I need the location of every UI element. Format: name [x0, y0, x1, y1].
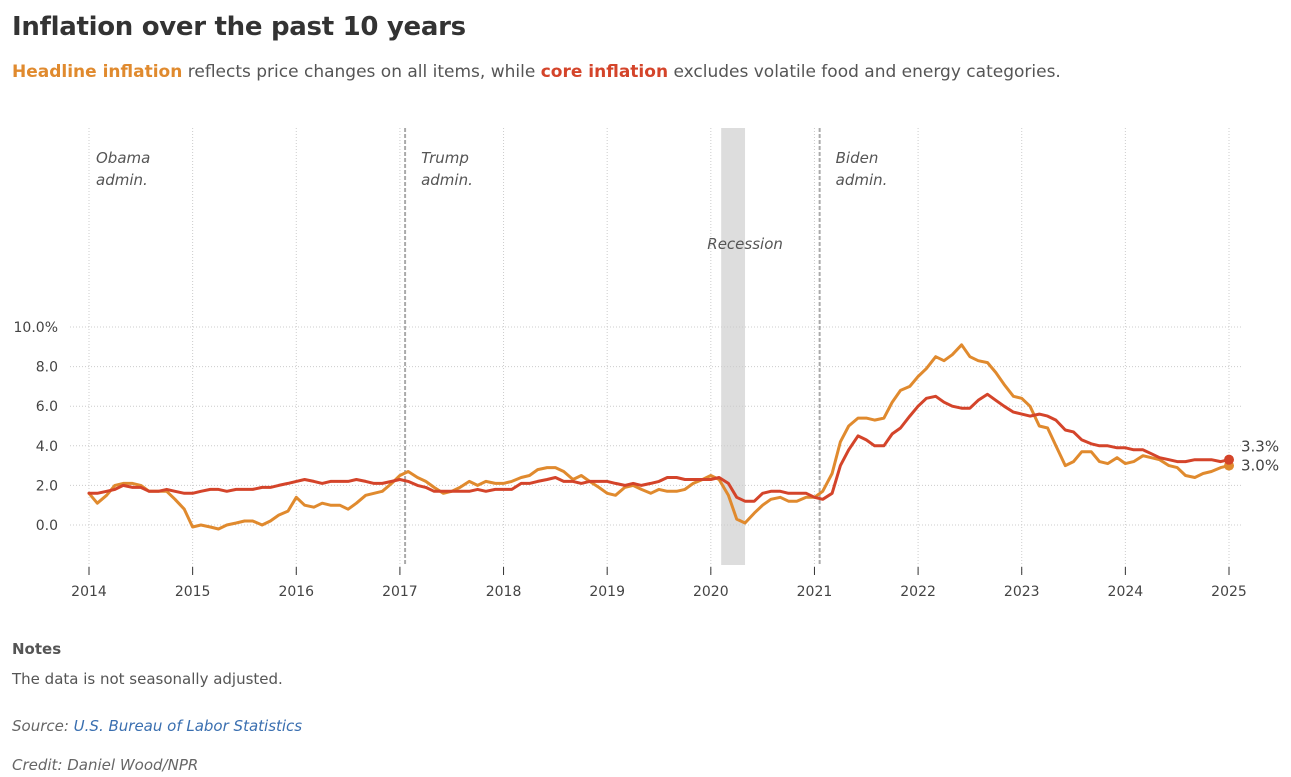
core-inflation-line	[87, 392, 1231, 503]
recession-band	[721, 128, 746, 565]
notes-text: The data is not seasonally adjusted.	[12, 670, 283, 688]
x-tick-label: 2021	[797, 584, 833, 600]
core-end-label: 3.3%	[1241, 438, 1279, 456]
x-tick-label: 2020	[693, 584, 729, 600]
administration-label: admin.	[421, 171, 473, 189]
chart-subtitle: Headline inflation reflects price change…	[12, 62, 1061, 82]
credit-line: Credit: Daniel Wood/NPR	[12, 756, 199, 774]
legend-core-label: core inflation	[540, 62, 669, 82]
notes-heading: Notes	[12, 640, 62, 658]
inflation-line-chart: Recession 10.0% 8.0 6.0 4.0 2.0 0.0 Obama admi…	[14, 128, 1279, 600]
administration-label: Biden	[836, 149, 879, 167]
chart-title: Inflation over the past 10 years	[12, 12, 466, 42]
x-tick-label: 2019	[589, 584, 625, 600]
y-tick-label: 2.0	[36, 478, 58, 494]
x-tick-label: 2016	[278, 584, 314, 600]
subtitle-mid-text: reflects price changes on all items, whi…	[182, 62, 541, 82]
administration-label: Trump	[421, 149, 469, 167]
x-tick-label: 2015	[175, 584, 211, 600]
administration-label: admin.	[96, 171, 148, 189]
x-tick-label: 2022	[900, 584, 936, 600]
x-tick-label: 2018	[486, 584, 522, 600]
y-tick-label: 6.0	[36, 399, 58, 415]
source-prefix: Source:	[12, 717, 74, 735]
y-tick-label: 4.0	[36, 439, 58, 455]
source-line: Source: U.S. Bureau of Labor Statistics	[12, 717, 302, 735]
y-tick-label: 8.0	[36, 360, 58, 376]
x-tick-label: 2023	[1004, 584, 1040, 600]
core-end-point	[1224, 454, 1234, 465]
x-tick-label: 2017	[382, 584, 418, 600]
x-tick-label: 2014	[71, 584, 107, 600]
administration-label: Obama	[96, 149, 150, 167]
y-tick-label: 0.0	[36, 518, 58, 534]
x-tick-label: 2025	[1211, 584, 1247, 600]
x-tick-label: 2024	[1108, 584, 1144, 600]
legend-headline-label: Headline inflation	[12, 62, 183, 82]
y-tick-label: 10.0%	[14, 320, 58, 336]
source-link[interactable]: U.S. Bureau of Labor Statistics	[73, 717, 303, 735]
headline-end-label: 3.0%	[1241, 457, 1279, 475]
headline-inflation-line	[87, 343, 1231, 531]
recession-label: Recession	[707, 235, 783, 253]
administration-label: admin.	[836, 171, 888, 189]
subtitle-end-text: excludes volatile food and energy catego…	[668, 62, 1061, 82]
